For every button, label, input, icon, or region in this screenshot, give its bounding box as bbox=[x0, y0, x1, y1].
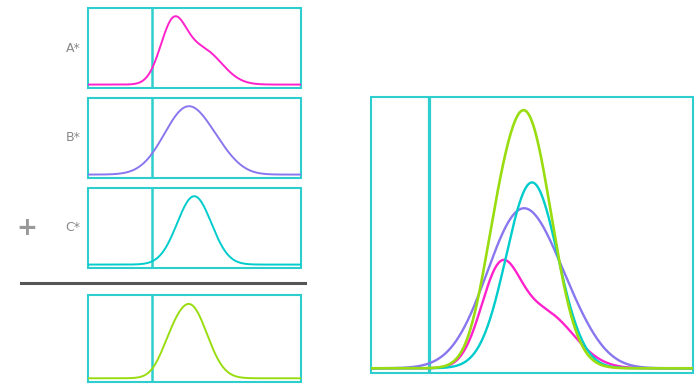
Text: B*: B* bbox=[66, 131, 80, 144]
Text: C*: C* bbox=[66, 221, 80, 235]
Text: +: + bbox=[16, 216, 37, 240]
Text: A*: A* bbox=[66, 42, 80, 54]
